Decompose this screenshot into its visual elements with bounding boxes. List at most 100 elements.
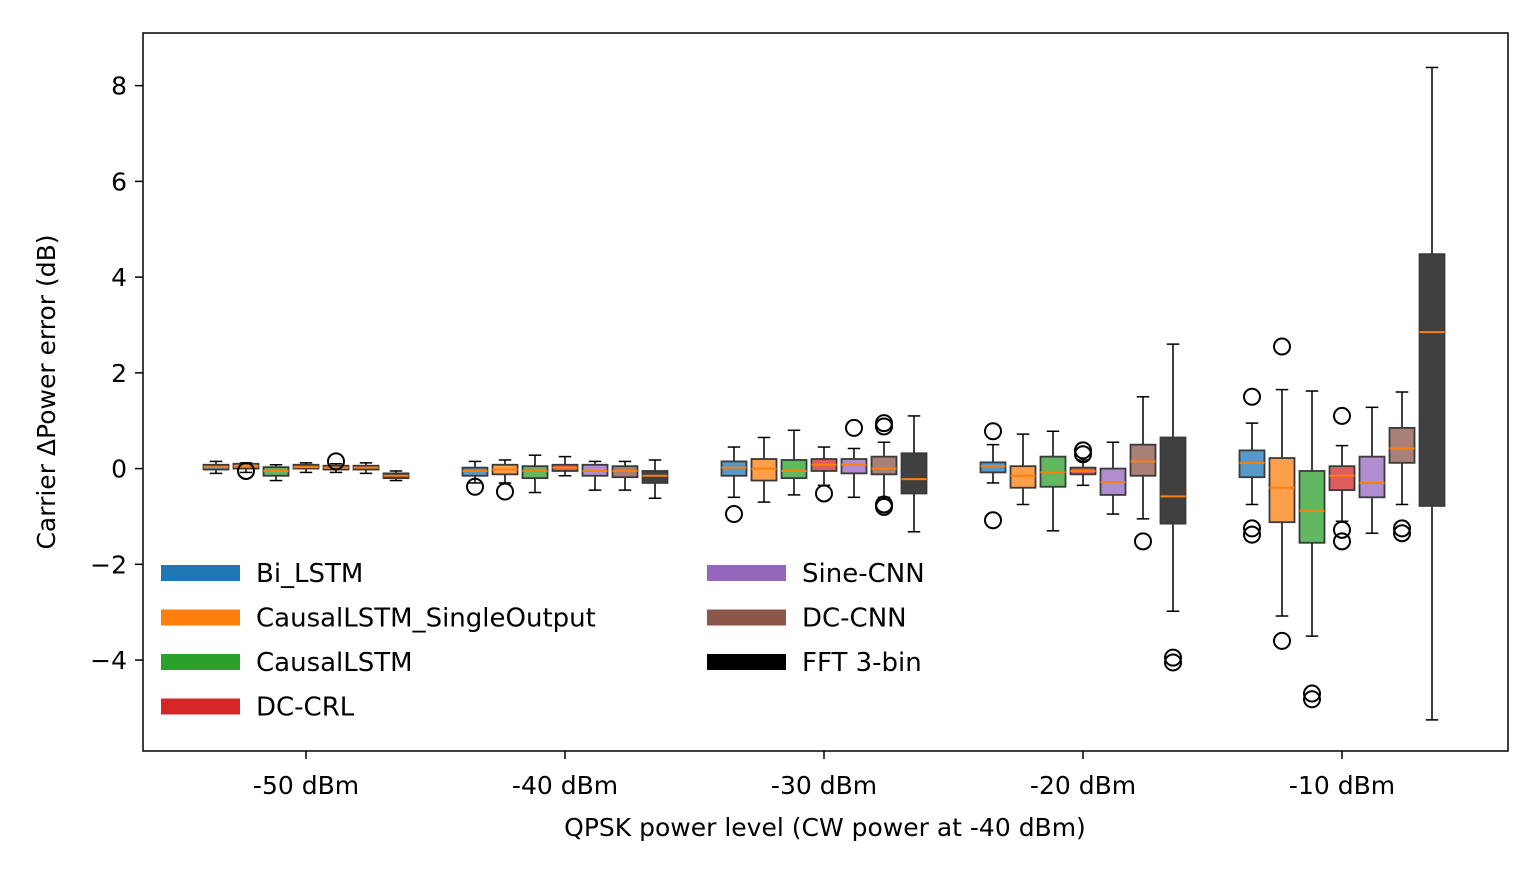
box-fft-3-bin-4 [1418,66,1446,721]
box-sine-cnn-1 [581,460,609,491]
box-causallstm-singleoutput-4 [1268,337,1296,650]
legend-label: DC-CNN [802,604,907,634]
box-body [1328,465,1356,492]
x-axis-title: QPSK power level (CW power at -40 dBm) [564,813,1086,842]
box-bi-lstm-0 [202,460,230,475]
legend-swatch [161,565,240,581]
outlier-point [1134,532,1152,551]
box-fft-3-bin-2 [900,415,928,533]
box-dc-crl-1 [551,455,579,477]
box-dc-crl-4 [1328,406,1356,551]
box-body [1268,457,1296,524]
box-bi-lstm-4 [1238,387,1266,544]
outlier-point [845,418,863,437]
outlier-point [1164,648,1182,667]
y-axis-ticks: −4 −2 0 2 4 6 8 [90,72,143,675]
y-tick-label: −2 [90,550,127,579]
box-causallstm-singleoutput-2 [750,436,778,503]
box-body [1358,455,1386,499]
box-dc-crl-0 [292,462,320,474]
box-bi-lstm-2 [720,446,748,524]
box-causallstm-singleoutput-0 [232,461,260,480]
box-fft-3-bin-0 [382,470,410,482]
box-causallstm-3 [1039,430,1067,532]
box-sine-cnn-0 [322,452,350,474]
legend-item: Sine-CNN [707,559,925,589]
legend-item: DC-CRL [161,693,355,723]
legend-item: CausalLSTM_SingleOutput [161,604,596,634]
y-axis-title: Carrier ΔPower error (dB) [32,234,61,549]
box-causallstm-1 [521,454,549,494]
box-body [900,452,928,495]
legend-label: FFT 3-bin [802,648,922,678]
outlier-point [327,452,345,471]
y-tick-label: 0 [111,455,127,484]
box-bi-lstm-3 [979,422,1007,530]
box-causallstm-0 [262,464,290,482]
outlier-point [1243,519,1261,538]
box-dc-cnn-3 [1129,396,1157,551]
legend-item: DC-CNN [707,604,907,634]
outlier-point [1303,690,1321,709]
x-tick-label: -30 dBm [771,771,877,800]
outlier-point [1333,520,1351,539]
legend-swatch [707,654,786,670]
y-tick-label: 8 [111,72,127,101]
legend-swatch [161,609,240,626]
box-dc-cnn-2 [870,414,898,516]
outlier-point [496,482,514,501]
outlier-point [1074,441,1092,460]
legend-item: Bi_LSTM [161,559,363,589]
box-causallstm-2 [780,429,808,496]
outlier-point [237,461,255,480]
outlier-point [1164,653,1182,672]
legend-swatch [161,654,240,670]
x-tick-label: -20 dBm [1030,771,1136,800]
y-tick-label: 4 [111,263,127,292]
legend-label: CausalLSTM_SingleOutput [256,604,596,634]
box-causallstm-singleoutput-1 [491,459,519,501]
legend-label: Sine-CNN [802,559,925,589]
outlier-point [466,477,484,496]
box-causallstm-4 [1298,390,1326,709]
box-dc-cnn-0 [352,462,380,475]
y-tick-label: −4 [90,646,127,675]
x-tick-label: -10 dBm [1289,771,1395,800]
box-body [979,461,1007,474]
outlier-point [1243,525,1261,544]
box-body [1298,470,1326,544]
box-causallstm-singleoutput-3 [1009,433,1037,506]
x-tick-label: -40 dBm [512,771,618,800]
legend-swatch [161,698,240,715]
outlier-point [1333,406,1351,425]
box-dc-crl-2 [810,446,838,503]
box-body [750,458,778,482]
outlier-point [1333,532,1351,551]
box-body [641,470,669,484]
box-body [1418,253,1446,507]
box-fft-3-bin-3 [1159,343,1187,672]
box-sine-cnn-3 [1099,441,1127,515]
box-body [1129,443,1157,477]
axes-frame [142,32,1509,752]
box-body [870,455,898,476]
box-body [521,465,549,480]
outlier-point [725,505,743,524]
plot-area [202,66,1446,721]
x-tick-label: -50 dBm [253,771,359,800]
legend-label: Bi_LSTM [256,559,363,589]
box-dc-cnn-1 [611,460,639,491]
box-body [780,459,808,480]
outlier-point [1393,519,1411,538]
outlier-point [1273,631,1291,650]
outlier-point [875,497,893,516]
y-tick-label: 2 [111,359,127,388]
legend-label: DC-CRL [256,693,355,723]
outlier-point [1303,684,1321,703]
legend-item: CausalLSTM [161,648,413,678]
outlier-point [1393,524,1411,543]
box-bi-lstm-1 [461,460,489,496]
box-dc-crl-3 [1069,441,1097,487]
box-dc-cnn-4 [1388,391,1416,543]
